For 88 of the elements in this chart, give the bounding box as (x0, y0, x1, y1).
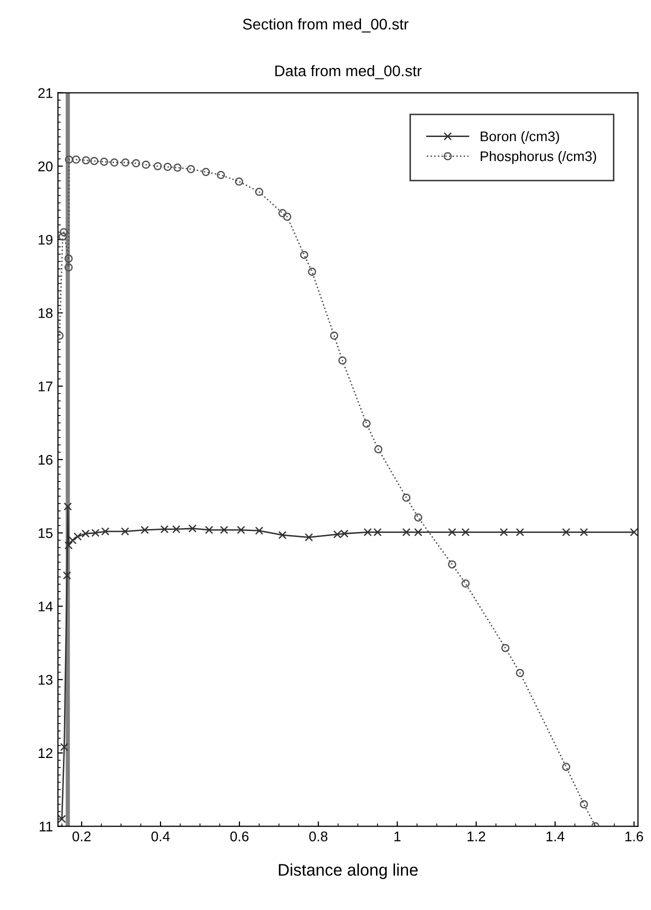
point (255, 188, 264, 196)
point (64, 502, 72, 511)
point (448, 528, 456, 536)
legend-label: Phosphorus (/cm3) (480, 150, 596, 164)
point (330, 332, 338, 340)
point (110, 158, 118, 167)
chart-subtitle: Data from med_00.str (275, 65, 422, 80)
point (202, 168, 210, 176)
point (172, 525, 180, 534)
point (64, 155, 74, 164)
x-tick-label: 0.8 (309, 832, 328, 842)
point (58, 814, 66, 824)
point (64, 263, 73, 272)
x-tick-label: 1.4 (546, 832, 564, 842)
point (121, 158, 130, 167)
point (278, 209, 287, 218)
point (562, 528, 570, 536)
point (414, 528, 422, 536)
point (64, 541, 73, 550)
point (220, 526, 228, 534)
point (308, 268, 316, 276)
point (501, 644, 510, 652)
point (90, 156, 98, 166)
point (580, 800, 588, 808)
x-tick-label: 1.6 (625, 832, 644, 842)
point (516, 668, 524, 678)
point (448, 560, 456, 569)
y-tick-label: 12 (38, 748, 52, 758)
legend-label: Boron (/cm3) (480, 131, 560, 144)
point (304, 533, 313, 542)
point (255, 526, 264, 535)
point (516, 528, 524, 536)
y-tick-label: 13 (38, 674, 52, 685)
x-tick-label: 0.2 (72, 832, 91, 842)
point (216, 170, 225, 180)
point (500, 528, 508, 536)
point (186, 165, 196, 174)
point (164, 162, 172, 171)
point (188, 524, 197, 533)
y-tick-label: 15 (38, 528, 52, 538)
point (461, 579, 470, 588)
y-tick-label: 20 (38, 162, 53, 172)
point (236, 526, 246, 534)
point (461, 528, 470, 536)
point (101, 527, 110, 536)
y-tick-label: 11 (40, 822, 52, 832)
point (62, 571, 72, 580)
point (362, 420, 371, 428)
point (160, 525, 169, 534)
chart-title: Section from med_00.str (242, 18, 408, 32)
point (414, 513, 422, 522)
point (562, 762, 570, 771)
point (374, 445, 382, 454)
point (100, 158, 108, 166)
point (132, 159, 140, 168)
point (234, 177, 244, 186)
x-tick-label: 1 (394, 832, 400, 842)
point (68, 536, 77, 544)
point (60, 742, 68, 752)
y-tick-label: 19 (38, 234, 52, 245)
y-tick-label: 16 (38, 454, 52, 465)
x-axis-title: Distance along line (278, 864, 418, 880)
point (82, 156, 90, 164)
point (60, 228, 68, 236)
point (173, 164, 182, 172)
y-tick-label: 14 (38, 602, 53, 612)
y-tick-label: 18 (38, 308, 52, 318)
point (142, 160, 150, 169)
point (338, 356, 347, 365)
y-tick-label: 21 (38, 88, 52, 98)
point (204, 526, 214, 534)
point (58, 232, 67, 241)
x-tick-label: 0.6 (230, 832, 248, 842)
point (64, 254, 73, 263)
point (402, 494, 410, 502)
x-tick-label: 1.2 (468, 832, 486, 842)
y-tick-label: 17 (38, 382, 52, 392)
x-tick-label: 0.4 (151, 832, 170, 842)
point (120, 527, 130, 536)
point (580, 528, 588, 536)
point (300, 250, 308, 260)
point (278, 531, 287, 540)
point (283, 212, 292, 221)
point (72, 155, 80, 164)
point (140, 526, 149, 534)
point (154, 162, 162, 170)
point (402, 528, 410, 536)
point (630, 528, 638, 536)
